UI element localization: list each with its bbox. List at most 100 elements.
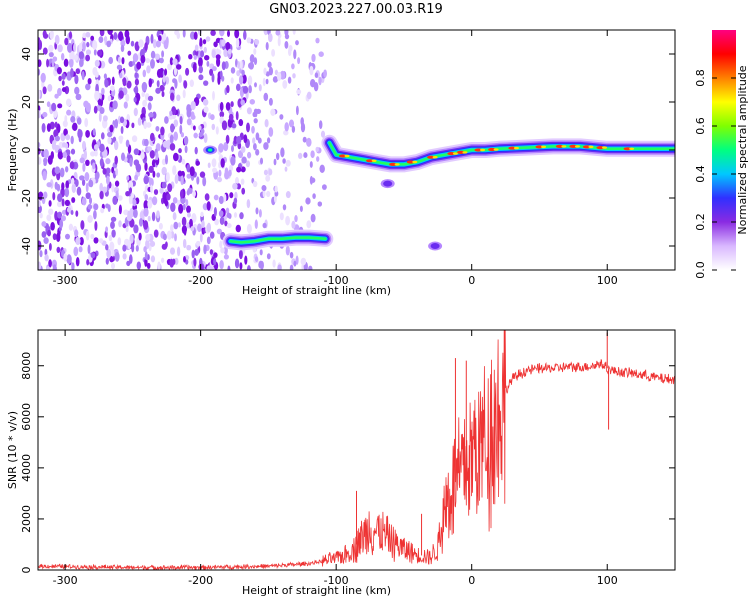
noise-speck xyxy=(302,136,307,143)
noise-speck xyxy=(231,123,237,129)
noise-speck xyxy=(206,201,211,211)
noise-speck xyxy=(264,119,269,128)
noise-speck xyxy=(56,246,61,254)
noise-speck xyxy=(190,226,195,232)
noise-speck xyxy=(152,39,157,49)
noise-speck xyxy=(195,160,201,166)
noise-speck xyxy=(241,156,247,164)
noise-speck xyxy=(220,247,225,254)
noise-speck xyxy=(90,151,96,157)
noise-speck xyxy=(263,142,269,150)
noise-speck xyxy=(62,120,68,128)
noise-speck xyxy=(206,265,212,270)
noise-speck xyxy=(211,73,215,83)
noise-speck xyxy=(38,68,41,76)
noise-speck xyxy=(284,166,288,172)
noise-speck xyxy=(221,61,226,71)
noise-speck xyxy=(173,152,179,162)
noise-speck xyxy=(126,260,131,267)
noise-speck xyxy=(51,102,57,112)
noise-speck xyxy=(70,67,74,78)
noise-speck xyxy=(206,236,211,245)
noise-speck xyxy=(38,157,42,165)
spectrogram-xlabel: Height of straight line (km) xyxy=(242,284,391,297)
noise-speck xyxy=(299,205,303,212)
echo-peak-halo xyxy=(412,160,418,164)
noise-speck xyxy=(127,180,134,190)
noise-speck xyxy=(241,187,246,195)
noise-speck xyxy=(233,212,238,218)
noise-speck xyxy=(109,256,114,263)
echo-peak xyxy=(427,155,436,159)
noise-speck xyxy=(268,66,274,76)
noise-speck xyxy=(214,218,219,226)
noise-speck xyxy=(118,204,122,215)
noise-speck xyxy=(99,143,105,153)
noise-speck xyxy=(127,144,132,154)
noise-speck xyxy=(310,213,316,223)
noise-speck xyxy=(236,166,242,173)
noise-speck xyxy=(126,214,133,222)
noise-speck xyxy=(235,83,241,92)
noise-speck xyxy=(209,231,215,239)
noise-speck xyxy=(53,129,59,138)
noise-speck xyxy=(69,59,74,66)
spectrogram-ylabel: Frequency (Hz) xyxy=(6,109,19,192)
noise-speck xyxy=(105,257,109,265)
noise-speck xyxy=(246,223,252,234)
noise-speck xyxy=(86,259,90,266)
noise-speck xyxy=(170,123,176,131)
noise-speck xyxy=(133,224,139,234)
noise-speck xyxy=(170,224,174,232)
snr-xtick-label: 100 xyxy=(597,574,618,587)
noise-speck xyxy=(155,152,159,161)
noise-speck xyxy=(173,66,178,76)
figure-title: GN03.2023.227.00.03.R19 xyxy=(269,2,443,17)
noise-speck xyxy=(193,31,198,40)
noise-speck xyxy=(118,90,124,99)
noise-speck xyxy=(65,166,69,173)
noise-speck xyxy=(182,203,186,211)
noise-speck xyxy=(170,92,175,101)
echo-peak-halo xyxy=(493,148,499,151)
noise-speck xyxy=(111,248,115,257)
snr-xlabel: Height of straight line (km) xyxy=(242,584,391,597)
noise-speck xyxy=(159,57,164,64)
noise-speck xyxy=(84,117,89,128)
noise-speck xyxy=(52,264,57,270)
noise-speck xyxy=(203,80,209,86)
snr-plot-area xyxy=(38,330,675,570)
noise-speck xyxy=(149,150,155,159)
noise-speck xyxy=(126,80,132,89)
noise-speck xyxy=(93,203,99,211)
noise-speck xyxy=(212,167,218,173)
noise-speck xyxy=(232,182,238,190)
noise-speck xyxy=(167,63,173,71)
noise-speck xyxy=(108,56,114,65)
noise-speck xyxy=(231,145,234,153)
noise-speck xyxy=(276,71,282,82)
echo-peak-halo xyxy=(432,156,438,159)
noise-speck xyxy=(223,254,229,260)
noise-speck xyxy=(144,42,148,51)
noise-speck xyxy=(64,233,71,240)
noise-speck xyxy=(74,229,79,238)
noise-speck xyxy=(213,41,218,48)
snr-series-line xyxy=(38,330,675,570)
noise-speck xyxy=(41,221,47,227)
noise-speck xyxy=(148,112,154,118)
noise-speck xyxy=(114,118,119,129)
noise-speck xyxy=(216,57,221,67)
snr-ytick-label: 6000 xyxy=(20,403,33,431)
noise-speck xyxy=(102,115,108,122)
echo-peak-halo xyxy=(574,145,580,148)
noise-speck xyxy=(109,124,114,133)
noise-speck xyxy=(175,64,182,70)
noise-speck xyxy=(114,155,118,165)
noise-speck xyxy=(120,39,126,47)
noise-speck xyxy=(179,116,183,125)
noise-speck xyxy=(227,265,231,270)
noise-speck xyxy=(277,264,282,270)
noise-speck xyxy=(64,142,69,149)
noise-speck xyxy=(74,74,79,85)
